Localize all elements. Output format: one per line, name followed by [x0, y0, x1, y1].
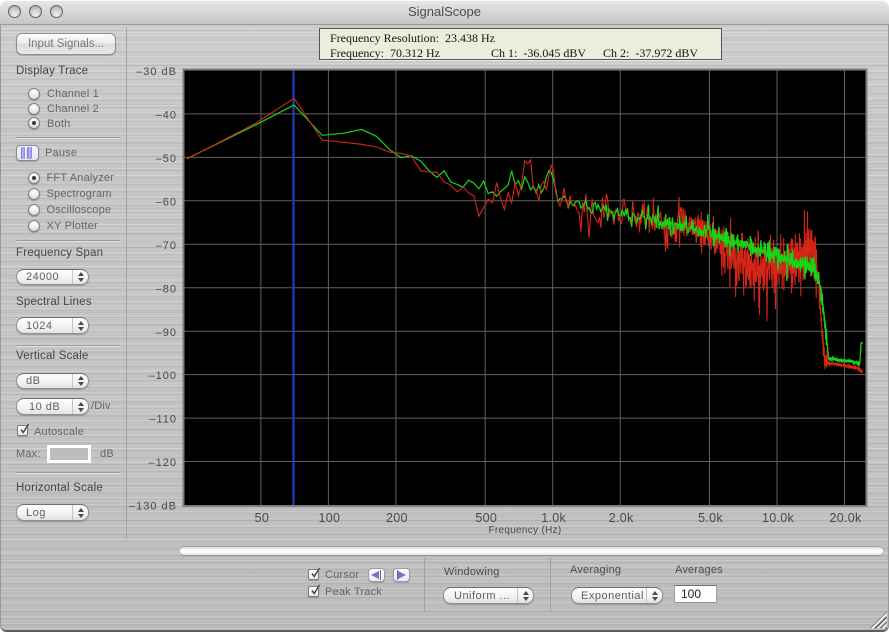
svg-text:50: 50: [255, 511, 270, 525]
svg-text:500: 500: [475, 511, 497, 525]
svg-text:–120: –120: [149, 457, 177, 469]
svg-text:–110: –110: [149, 414, 177, 426]
svg-text:20.0k: 20.0k: [829, 511, 862, 525]
svg-text:–30 dB: –30 dB: [136, 66, 177, 78]
svg-text:2.0k: 2.0k: [609, 511, 634, 525]
svg-text:–130 dB: –130 dB: [129, 501, 177, 513]
svg-text:–80: –80: [156, 283, 177, 295]
svg-text:5.0k: 5.0k: [698, 511, 723, 525]
svg-text:–100: –100: [149, 370, 177, 382]
svg-text:–70: –70: [156, 240, 177, 252]
svg-text:–50: –50: [156, 153, 177, 165]
svg-text:Frequency (Hz): Frequency (Hz): [488, 525, 561, 536]
svg-text:–60: –60: [156, 196, 177, 208]
svg-text:–40: –40: [156, 110, 177, 122]
svg-text:200: 200: [386, 511, 408, 525]
svg-text:–90: –90: [156, 327, 177, 339]
svg-text:10.0k: 10.0k: [762, 511, 795, 525]
svg-text:100: 100: [319, 511, 341, 525]
svg-text:1.0k: 1.0k: [541, 511, 566, 525]
